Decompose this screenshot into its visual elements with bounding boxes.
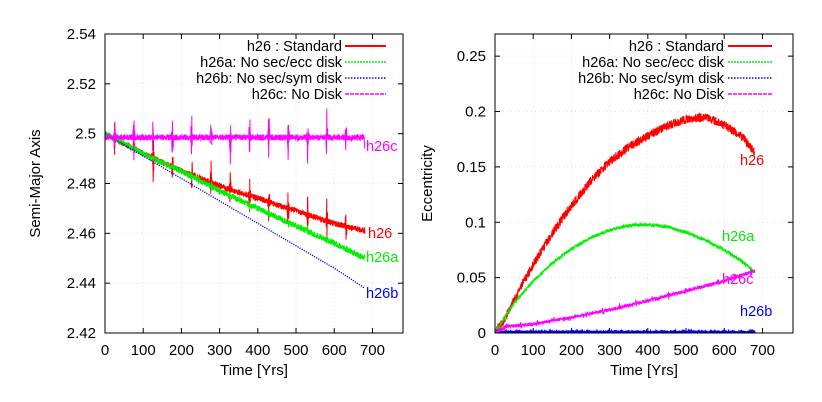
- x-axis-label: Time [Yrs]: [610, 362, 678, 379]
- y-tick-label: 2.48: [67, 176, 96, 193]
- plot-frame: [104, 33, 404, 334]
- x-tick-label: 200: [169, 342, 194, 359]
- x-tick-label: 100: [131, 342, 156, 359]
- x-tick-label: 300: [207, 342, 232, 359]
- y-tick-label: 2.54: [67, 26, 96, 43]
- x-tick-label: 600: [712, 342, 737, 359]
- x-tick-label: 700: [750, 342, 775, 359]
- x-axis-label: Time [Yrs]: [220, 362, 288, 379]
- y-tick-label: 2.42: [67, 325, 96, 342]
- y-tick-label: 0.15: [457, 159, 486, 176]
- x-tick-label: 500: [674, 342, 699, 359]
- y-tick-label: 2.5: [75, 126, 96, 143]
- x-tick-label: 400: [245, 342, 270, 359]
- legend-entry-h26a: h26a: No sec/ecc disk: [200, 55, 343, 71]
- series-line-h26a: [495, 221, 756, 333]
- series-line-h26c: [105, 108, 366, 165]
- series-end-label-h26b: h26b: [366, 286, 398, 302]
- legend-entry-h26: h26 : Standard: [247, 39, 342, 55]
- x-tick-label: 200: [559, 342, 584, 359]
- series-end-label-h26a: h26a: [366, 250, 399, 266]
- y-tick-label: 2.46: [67, 225, 96, 242]
- series-end-label-h26b: h26b: [740, 304, 772, 320]
- legend-entry-h26b: h26b: No sec/sym disk: [578, 71, 725, 87]
- series-end-label-h26c: h26c: [722, 272, 753, 288]
- legend-entry-h26: h26 : Standard: [629, 39, 724, 55]
- y-tick-label: 0.05: [457, 270, 486, 287]
- y-axis-label: Eccentricity: [419, 145, 436, 222]
- y-axis-label: Semi-Major Axis: [27, 129, 44, 237]
- x-tick-label: 600: [322, 342, 347, 359]
- legend-entry-h26c: h26c: No Disk: [252, 87, 343, 103]
- legend-entry-h26a: h26a: No sec/ecc disk: [582, 55, 725, 71]
- y-tick-label: 0.25: [457, 48, 486, 65]
- y-tick-label: 0: [478, 325, 486, 342]
- series-end-label-h26a: h26a: [722, 229, 755, 245]
- series-line-h26c: [495, 269, 756, 333]
- semi-major-axis-chart: 0 100 200 300 400 500 600 700 2.42 2.44 2.46 2.48 2.…: [27, 26, 404, 379]
- x-tick-label: 0: [101, 342, 109, 359]
- y-tick-label: 0.2: [465, 104, 486, 121]
- x-tick-label: 400: [635, 342, 660, 359]
- series-line-h26: [495, 111, 756, 333]
- x-tick-label: 500: [284, 342, 309, 359]
- series-line-h26a: [105, 130, 366, 261]
- series-end-label-h26: h26: [368, 226, 392, 242]
- legend-entry-h26c: h26c: No Disk: [634, 87, 725, 103]
- y-tick-label: 0.1: [465, 214, 486, 231]
- x-tick-label: 100: [521, 342, 546, 359]
- plot-frame: [494, 33, 794, 334]
- series-line-h26b: [105, 133, 366, 289]
- x-tick-label: 700: [360, 342, 385, 359]
- series-end-label-h26c: h26c: [366, 139, 397, 155]
- y-tick-label: 2.52: [67, 76, 96, 93]
- y-tick-label: 2.44: [67, 275, 96, 292]
- series-end-label-h26: h26: [740, 153, 764, 169]
- x-tick-label: 300: [597, 342, 622, 359]
- eccentricity-chart: 0 100 200 300 400 500 600 700 0 0.05 0.1 0.15 0.2 0.2…: [419, 33, 794, 379]
- legend-entry-h26b: h26b: No sec/sym disk: [196, 71, 343, 87]
- x-tick-label: 0: [491, 342, 499, 359]
